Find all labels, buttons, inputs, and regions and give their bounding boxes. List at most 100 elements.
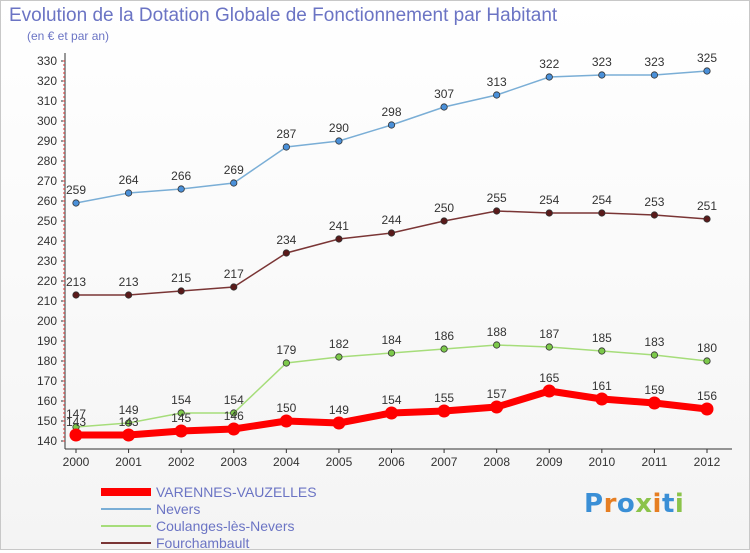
data-label: 159 (644, 383, 664, 397)
y-tick-label: 250 (37, 214, 57, 228)
data-label: 213 (66, 275, 86, 289)
data-label: 180 (697, 341, 717, 355)
data-label: 183 (644, 335, 664, 349)
data-label: 254 (539, 193, 559, 207)
y-tick-label: 180 (37, 354, 57, 368)
data-label: 154 (224, 393, 244, 407)
series-line (75, 70, 708, 204)
data-label: 259 (66, 183, 86, 197)
legend-label: Nevers (156, 501, 201, 517)
x-tick-label: 2001 (115, 455, 142, 469)
x-tick-label: 2012 (694, 455, 721, 469)
series-fourchambault: 213 213 215 217 234 241 244 250 255 254 254 253 251 (66, 191, 717, 299)
data-point (598, 209, 606, 217)
data-point (335, 353, 343, 361)
data-label: 307 (434, 87, 454, 101)
data-label: 150 (276, 401, 296, 415)
data-label: 213 (119, 275, 139, 289)
data-point (72, 291, 80, 299)
data-point (332, 416, 346, 430)
data-label: 250 (434, 201, 454, 215)
data-point (230, 283, 238, 291)
data-label: 149 (119, 403, 139, 417)
data-point (647, 396, 661, 410)
proxiti-logo[interactable]: Proxiti (584, 489, 684, 519)
y-tick-label: 190 (37, 334, 57, 348)
data-label: 251 (697, 199, 717, 213)
data-label: 290 (329, 121, 349, 135)
data-label: 185 (592, 331, 612, 345)
x-tick-label: 2010 (588, 455, 615, 469)
y-tick-label: 230 (37, 254, 57, 268)
x-tick-label: 2008 (483, 455, 510, 469)
data-point (72, 199, 80, 207)
data-point (490, 400, 504, 414)
data-label: 254 (592, 193, 612, 207)
data-label: 179 (276, 343, 296, 357)
legend-swatch-fourchambault (101, 542, 151, 544)
y-tick-label: 270 (37, 174, 57, 188)
chart-subtitle: (en € et par an) (27, 29, 110, 43)
y-tick-label: 290 (37, 134, 57, 148)
x-tick-label: 2007 (431, 455, 458, 469)
logo-letter: t (661, 489, 675, 519)
data-label: 215 (171, 271, 191, 285)
data-point (545, 73, 553, 81)
data-point (440, 103, 448, 111)
data-point (124, 189, 133, 197)
y-tick-label: 200 (37, 314, 57, 328)
logo-letter: r (603, 489, 617, 519)
data-label: 287 (276, 127, 296, 141)
data-label: 154 (381, 393, 401, 407)
data-point (335, 137, 343, 145)
data-point (493, 341, 501, 349)
data-label: 147 (66, 407, 86, 421)
data-point (282, 359, 290, 367)
series-nevers: 259 264 266 269 287 290 298 307 313 322 323 323 325 (66, 51, 717, 207)
x-tick-label: 2005 (326, 455, 353, 469)
legend-swatch-nevers (101, 508, 151, 510)
data-point (650, 351, 659, 359)
series-coulanges-l-s-nevers: 147 149 154 154 179 182 184 186 188 187 185 183 180 (66, 325, 717, 431)
legend-swatch-varennes (101, 488, 151, 496)
y-tick-label: 310 (37, 94, 57, 108)
y-tick-label: 260 (37, 194, 57, 208)
data-label: 146 (224, 409, 244, 423)
data-point (124, 291, 133, 299)
data-label: 161 (592, 379, 612, 393)
data-label: 186 (434, 329, 454, 343)
data-label: 187 (539, 327, 559, 341)
y-tick-label: 300 (37, 114, 57, 128)
data-label: 154 (171, 393, 191, 407)
data-point (385, 406, 398, 420)
data-point (335, 235, 343, 243)
data-label: 323 (592, 55, 612, 69)
data-point (69, 428, 83, 442)
legend-swatch-coulanges (101, 525, 151, 527)
data-point (177, 409, 185, 417)
data-label: 143 (119, 415, 139, 429)
data-point (598, 347, 606, 355)
data-point (437, 404, 451, 418)
data-label: 255 (487, 191, 507, 205)
data-label: 143 (66, 415, 86, 429)
data-label: 217 (224, 267, 244, 281)
data-point (440, 217, 448, 225)
logo-letter: x (635, 489, 653, 519)
data-point (542, 384, 556, 398)
y-tick-label: 210 (37, 294, 57, 308)
y-tick-label: 320 (37, 74, 57, 88)
data-point (598, 71, 606, 79)
logo-letter: P (584, 489, 604, 519)
data-point (177, 287, 185, 295)
data-point (124, 419, 133, 427)
data-label: 155 (434, 391, 454, 405)
data-label: 325 (697, 51, 717, 65)
x-tick-label: 2009 (536, 455, 563, 469)
data-point (700, 402, 714, 416)
data-point (387, 229, 396, 237)
data-point (595, 392, 609, 406)
data-point (387, 121, 396, 129)
data-point (545, 209, 553, 217)
